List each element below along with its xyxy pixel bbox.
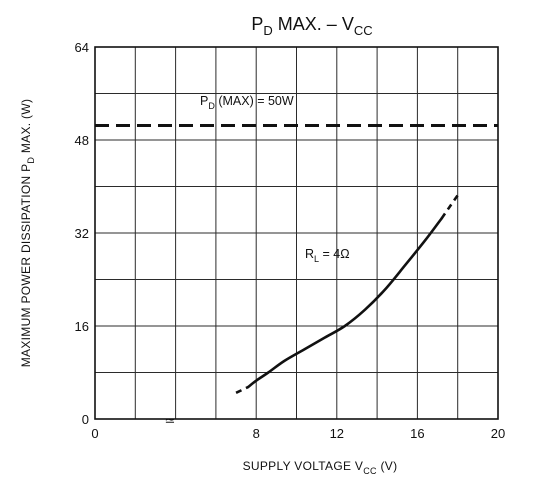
plot-frame [94,46,499,420]
y-tick-label: 48 [75,133,89,148]
x-tick-label: 8 [253,426,260,441]
y-axis-label: MAXIMUM POWER DISSIPATION PD MAX. (W) [19,99,36,368]
series-line-rl-dashed-end [440,194,459,220]
y-tick-label: 16 [75,319,89,334]
y-tick-label: 64 [75,40,89,55]
series-label-pd-max: PD (MAX) = 50W [200,94,294,111]
x-axis-break-mark: ≃ [165,413,176,428]
x-tick-label: 12 [330,426,344,441]
x-axis-label: SUPPLY VOLTAGE VCC (V) [243,459,398,476]
y-tick-label: 0 [82,412,89,427]
series-label-rl: RL = 4Ω [305,247,350,264]
x-tick-label: 0 [91,426,98,441]
y-tick-labels: 0 16 32 48 64 [75,40,89,427]
x-tick-label: 20 [491,426,505,441]
grid [94,46,499,420]
y-tick-label: 32 [75,226,89,241]
series-line-rl [246,217,443,389]
series-group [95,123,498,395]
chart-title: PD MAX. – VCC [251,14,372,38]
x-tick-labels: 0 8 12 16 20 [91,426,505,441]
x-tick-label: 16 [410,426,424,441]
series-line-rl-dashed-start [235,385,249,395]
